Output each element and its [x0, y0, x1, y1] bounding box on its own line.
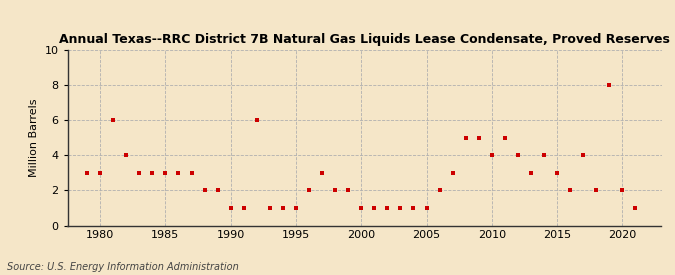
Title: Annual Texas--RRC District 7B Natural Gas Liquids Lease Condensate, Proved Reser: Annual Texas--RRC District 7B Natural Ga…	[59, 32, 670, 46]
Y-axis label: Million Barrels: Million Barrels	[29, 98, 39, 177]
Text: Source: U.S. Energy Information Administration: Source: U.S. Energy Information Administ…	[7, 262, 238, 272]
